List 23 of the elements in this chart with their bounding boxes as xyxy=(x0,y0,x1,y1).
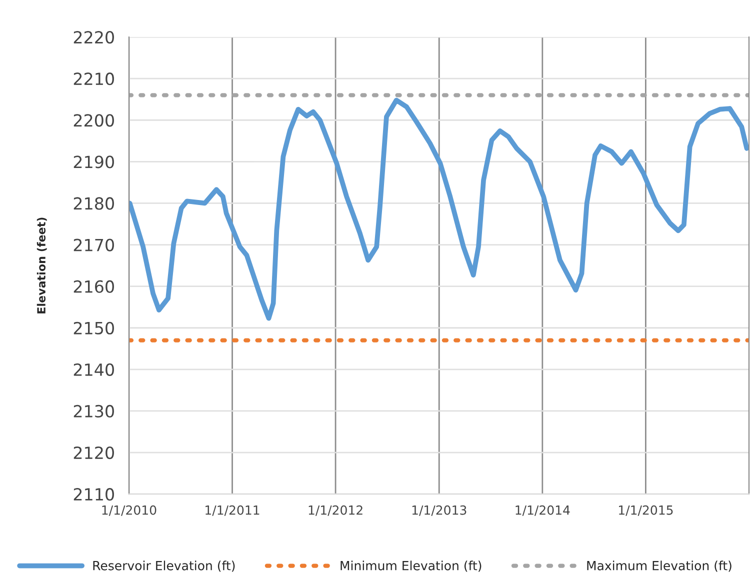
y-tick-label: 2120 xyxy=(74,446,114,460)
y-tick-label: 2200 xyxy=(74,114,114,127)
y-tick-label: 2160 xyxy=(74,280,114,293)
x-tick-label: 1/1/2010 xyxy=(102,505,156,516)
y-tick-label: 2170 xyxy=(74,238,114,252)
x-tick-label: 1/1/2013 xyxy=(412,505,466,516)
y-tick-label: 2110 xyxy=(74,488,114,501)
y-tick-label: 2210 xyxy=(74,72,114,86)
y-tick-label: 2150 xyxy=(74,322,114,334)
x-tick-label: 1/1/2015 xyxy=(619,505,673,516)
y-tick-label: 2180 xyxy=(74,197,114,210)
y-tick-label: 2220 xyxy=(74,30,114,44)
x-tick-label: 1/1/2012 xyxy=(308,505,362,516)
y-tick-label: 2190 xyxy=(74,156,114,168)
x-tick-label: 1/1/2014 xyxy=(516,505,570,516)
legend-label: Reservoir Elevation (ft) xyxy=(93,560,235,572)
y-axis-title: Elevation (feet) xyxy=(36,218,47,314)
line-series xyxy=(128,98,749,321)
x-tick-label: 1/1/2011 xyxy=(206,505,260,516)
legend-label: Minimum Elevation (ft) xyxy=(340,560,482,572)
y-tick-label: 2130 xyxy=(74,404,114,418)
y-tick-label: 2140 xyxy=(74,363,114,376)
legend-label: Maximum Elevation (ft) xyxy=(587,560,732,572)
